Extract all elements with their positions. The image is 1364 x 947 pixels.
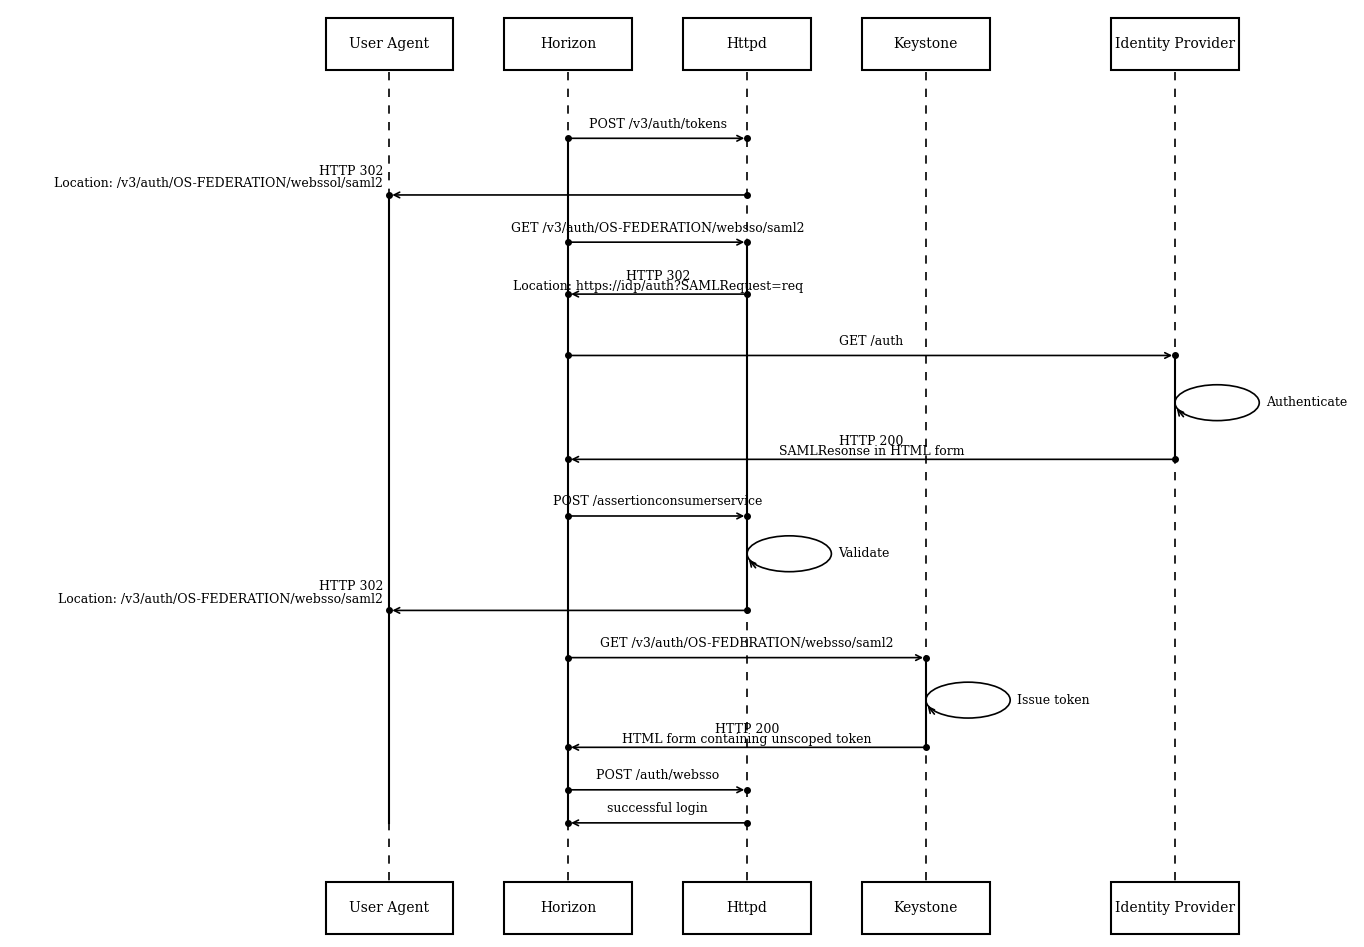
Bar [683, 882, 812, 934]
Text: Keystone: Keystone [893, 901, 958, 915]
Bar [326, 18, 453, 70]
Text: POST /auth/websso: POST /auth/websso [596, 769, 719, 782]
Bar [862, 18, 990, 70]
Text: HTTP 200: HTTP 200 [839, 435, 904, 448]
Text: Identity Provider: Identity Provider [1114, 37, 1234, 51]
Text: Httpd: Httpd [727, 901, 768, 915]
Bar [1112, 882, 1239, 934]
Bar [326, 882, 453, 934]
Text: Location: /v3/auth/OS-FEDERATION/webssol/saml2: Location: /v3/auth/OS-FEDERATION/webssol… [55, 177, 383, 190]
Text: Identity Provider: Identity Provider [1114, 901, 1234, 915]
Text: POST /v3/auth/tokens: POST /v3/auth/tokens [589, 117, 727, 131]
Text: Location: /v3/auth/OS-FEDERATION/websso/saml2: Location: /v3/auth/OS-FEDERATION/websso/… [59, 593, 383, 606]
Bar [862, 882, 990, 934]
Text: GET /v3/auth/OS-FEDERATION/websso/saml2: GET /v3/auth/OS-FEDERATION/websso/saml2 [600, 637, 893, 650]
Text: successful login: successful login [607, 802, 708, 815]
Text: User Agent: User Agent [349, 37, 430, 51]
Text: Authenticate: Authenticate [1266, 396, 1348, 409]
Bar [1112, 18, 1239, 70]
Bar [683, 18, 812, 70]
Text: Httpd: Httpd [727, 37, 768, 51]
Text: GET /auth: GET /auth [839, 335, 904, 348]
Text: HTTP 200: HTTP 200 [715, 723, 779, 736]
Text: HTML form containing unscoped token: HTML form containing unscoped token [622, 733, 872, 746]
Text: Location: https://idp/auth?SAMLRequest=req: Location: https://idp/auth?SAMLRequest=r… [513, 280, 803, 294]
Text: Horizon: Horizon [540, 37, 596, 51]
Text: Horizon: Horizon [540, 901, 596, 915]
Text: User Agent: User Agent [349, 901, 430, 915]
Text: HTTP 302: HTTP 302 [319, 165, 383, 178]
Text: Validate: Validate [839, 547, 889, 561]
Text: HTTP 302: HTTP 302 [319, 581, 383, 594]
Text: Issue token: Issue token [1018, 693, 1090, 706]
Text: SAMLResonse in HTML form: SAMLResonse in HTML form [779, 445, 964, 458]
Bar [505, 882, 632, 934]
Text: Keystone: Keystone [893, 37, 958, 51]
Text: GET /v3/auth/OS-FEDERATION/websso/saml2: GET /v3/auth/OS-FEDERATION/websso/saml2 [512, 222, 805, 235]
Text: HTTP 302: HTTP 302 [626, 270, 690, 283]
Bar [505, 18, 632, 70]
Text: POST /assertionconsumerservice: POST /assertionconsumerservice [552, 495, 762, 509]
